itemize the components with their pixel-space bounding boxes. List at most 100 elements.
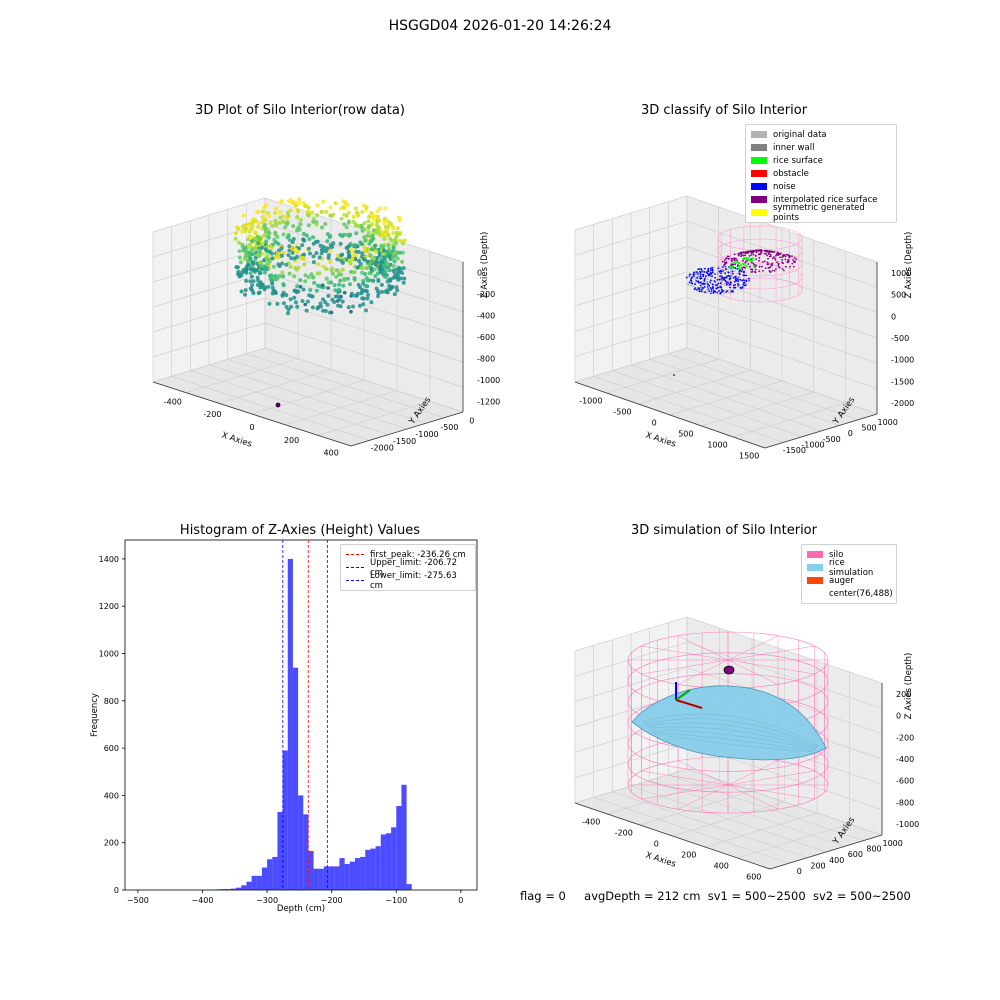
data-point [263,265,268,270]
data-point [369,211,374,216]
data-point [361,296,366,301]
data-point [364,308,368,313]
noise-point [739,278,742,281]
interpolated-point [759,253,762,256]
noise-point [730,288,733,291]
data-point [362,235,367,240]
data-point [340,299,345,304]
data-point [366,230,371,235]
data-point [248,271,253,276]
data-point [365,259,370,264]
data-point [256,209,261,214]
data-point [296,289,301,294]
data-point [243,292,247,297]
legend-item-noise: noise [751,180,891,193]
data-point [270,285,275,290]
noise-point [725,291,728,293]
noise-point [703,271,706,273]
interpolated-point [734,263,736,266]
noise-point [707,283,710,286]
data-point [300,299,305,303]
data-point [250,260,255,265]
data-point [303,204,308,209]
interpolated-point [754,268,757,271]
interpolated-point [786,253,788,256]
data-point [348,269,353,274]
data-point [289,304,294,309]
histogram-bar [303,814,309,890]
noise-point [690,284,692,287]
data-point [246,237,251,242]
data-point [249,274,254,279]
data-point [339,272,343,277]
data-point [379,282,384,287]
histogram-bar [334,866,340,890]
data-point [348,261,353,266]
interpolated-point [775,254,777,257]
data-point [366,224,371,229]
data-point [367,252,372,257]
data-point [233,236,238,241]
noise-point [728,283,731,286]
interpolated-point [794,260,796,263]
flag-text: flag = 0 [520,889,566,903]
y-tick-label: -2000 [371,444,394,453]
interpolated-point [755,251,758,254]
data-point [301,287,306,292]
data-point [292,295,297,300]
noise-point [703,286,706,288]
data-point [296,225,301,230]
classify-3d-plot: -1000-500050010001500-1500-1000-50005001… [574,195,914,461]
data-point [306,213,311,218]
data-point [275,301,280,306]
noise-point [693,271,695,274]
data-point [266,284,271,289]
interpolated-point [745,251,747,254]
data-point [309,294,314,299]
interpolated-point [760,265,763,268]
x-tick-label: −100 [385,896,407,905]
z-tick-label: -400 [896,755,914,764]
data-point [363,283,368,288]
histogram-bar [287,558,293,890]
data-point [265,253,270,258]
data-point [256,225,261,229]
data-point [350,258,355,263]
interpolated-point [744,261,747,263]
histogram-bar [282,750,288,890]
data-point [352,276,357,281]
data-point [281,214,286,219]
interpolated-point [763,260,766,263]
data-point [388,287,393,292]
data-point [397,238,402,243]
noise-point [739,269,741,272]
data-point [258,260,263,265]
data-point [361,302,366,307]
data-point [369,300,374,305]
noise-point [721,279,724,281]
data-point [262,223,267,228]
noise-point [702,283,704,285]
noise-point [697,289,700,292]
histogram-bar [354,858,361,890]
noise-point [736,272,739,275]
legend-swatch [807,590,823,597]
data-point [309,272,314,277]
noise-point [714,273,716,275]
interpolated-point [781,259,784,261]
data-point [383,274,388,279]
data-point [249,235,254,240]
interpolated-point [761,261,764,263]
rice-surface-point [731,265,735,268]
y-tick-label: 1000 [99,650,119,659]
data-point [402,276,407,281]
noise-point [734,270,736,272]
noise-point [721,290,724,293]
histogram-bar [391,827,397,890]
z-tick-label: -600 [477,333,495,342]
data-point [382,234,387,239]
data-point [281,282,286,287]
noise-point [701,270,703,272]
noise-point [702,273,705,276]
data-point [321,308,325,313]
